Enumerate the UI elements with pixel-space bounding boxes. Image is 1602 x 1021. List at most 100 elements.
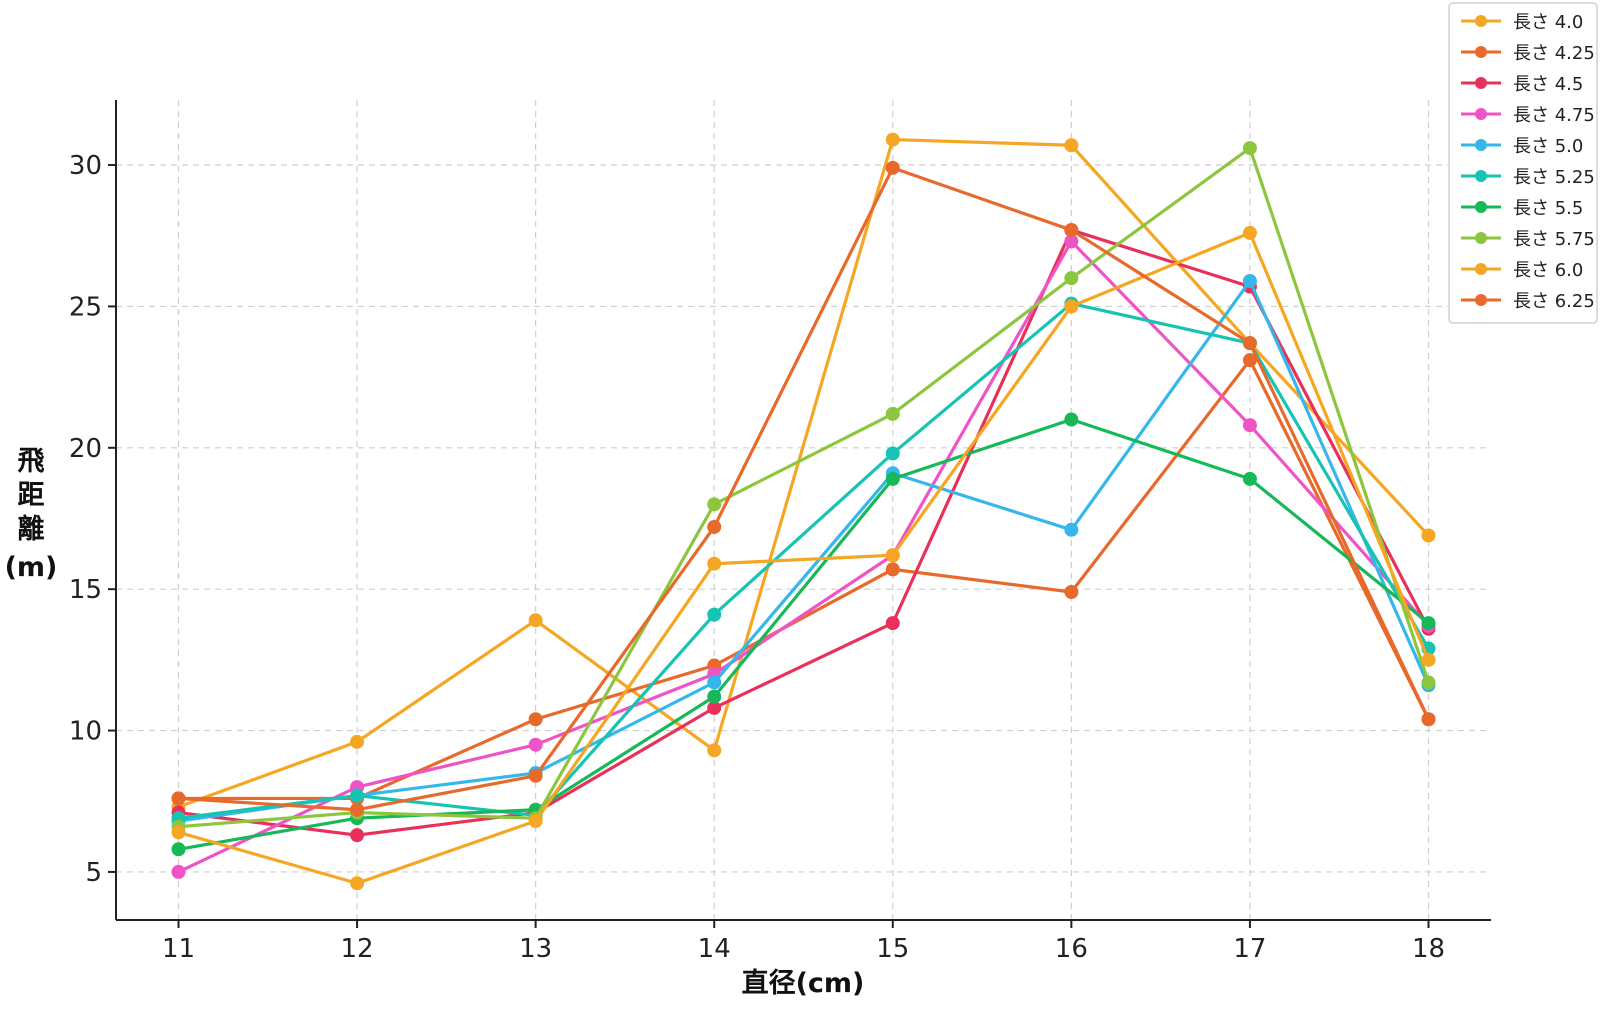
series-line [178, 228, 1430, 837]
series-10 [171, 160, 1436, 817]
y-tick-label: 20 [69, 434, 102, 464]
data-point [1064, 271, 1079, 286]
series-group [171, 132, 1436, 891]
data-point [707, 743, 722, 758]
x-axis-label: 直径(cm) [742, 968, 865, 999]
legend-item: 長さ 4.5 [1461, 74, 1583, 95]
data-point [885, 160, 900, 175]
legend-label: 長さ 5.25 [1513, 167, 1595, 188]
series-line [177, 239, 1430, 874]
data-point [1242, 141, 1257, 156]
legend-swatch-marker [1475, 108, 1487, 120]
data-point [528, 712, 543, 727]
legend-label: 長さ 4.5 [1513, 74, 1583, 95]
legend-item: 長さ 5.5 [1461, 198, 1583, 219]
data-point [885, 548, 900, 563]
data-point [528, 737, 543, 752]
data-point [1064, 138, 1079, 153]
data-point [1242, 273, 1257, 288]
legend-item: 長さ 4.75 [1461, 105, 1595, 126]
data-point [1064, 299, 1079, 314]
data-point [171, 842, 186, 857]
data-point [1064, 585, 1079, 599]
series-line [178, 231, 1430, 885]
legend-swatch-marker [1475, 170, 1487, 182]
y-tick-label: 30 [69, 151, 102, 181]
legend-label: 長さ 6.25 [1513, 291, 1595, 312]
data-point [171, 791, 186, 806]
data-point [1064, 234, 1079, 249]
series-line [178, 279, 1430, 823]
y-tick-label: 10 [69, 717, 102, 747]
data-point [707, 607, 722, 622]
x-ticks: 11 12 13 14 15 16 17 18 [162, 920, 1445, 964]
data-point [1242, 418, 1257, 433]
data-point [1242, 471, 1257, 486]
series-line [178, 166, 1430, 812]
data-point [885, 132, 900, 147]
legend-label: 長さ 4.0 [1513, 12, 1583, 33]
legend-swatch-marker [1475, 201, 1487, 213]
legend-item: 長さ 4.0 [1461, 12, 1583, 33]
data-point [707, 519, 722, 534]
series-4 [171, 234, 1436, 879]
data-point [350, 802, 365, 817]
data-point [1421, 675, 1436, 690]
legend-item: 長さ 5.25 [1461, 167, 1595, 188]
x-tick-label: 16 [1055, 934, 1088, 964]
legend-item: 長さ 6.25 [1461, 291, 1595, 312]
legend-item: 長さ 6.0 [1461, 260, 1583, 281]
x-tick-label: 11 [162, 934, 195, 964]
data-point [885, 562, 900, 577]
data-point [1064, 412, 1079, 427]
data-point [171, 825, 186, 840]
data-point [1242, 353, 1257, 368]
legend-swatch-marker [1475, 294, 1487, 306]
legend: 長さ 4.0 長さ 4.25 長さ 4.5 長さ 4.75 長さ 5.0 長さ 5.25 長… [1448, 2, 1598, 324]
data-point [528, 814, 543, 829]
data-point [350, 734, 365, 749]
legend-swatch-marker [1475, 263, 1487, 275]
data-point [350, 788, 365, 803]
series-line [177, 137, 1430, 809]
y-tick-label: 25 [69, 292, 102, 322]
x-tick-label: 18 [1412, 934, 1445, 964]
y-ticks: 5 10 15 20 25 30 [69, 151, 116, 888]
legend-label: 長さ 6.0 [1513, 260, 1583, 281]
series-9 [171, 225, 1436, 891]
x-tick-label: 17 [1233, 934, 1266, 964]
data-point [1421, 528, 1436, 543]
x-tick-label: 15 [876, 934, 909, 964]
data-point [528, 613, 543, 628]
data-point [171, 864, 186, 879]
legend-item: 長さ 5.0 [1461, 136, 1583, 157]
legend-item: 長さ 4.25 [1461, 43, 1595, 64]
data-point [885, 446, 900, 461]
y-tick-label: 15 [69, 575, 102, 605]
data-point [707, 497, 722, 512]
y-axis-label: 飛距離(m) [5, 446, 58, 583]
legend-label: 長さ 5.75 [1513, 229, 1595, 250]
data-point [707, 700, 722, 715]
legend-swatch-marker [1475, 139, 1487, 151]
legend-swatch-marker [1475, 232, 1487, 244]
legend-label: 長さ 5.0 [1513, 136, 1583, 157]
data-point [1421, 652, 1436, 667]
series-line [178, 146, 1431, 829]
series-line [178, 417, 1430, 851]
data-point [350, 828, 365, 843]
y-tick-label: 5 [85, 858, 102, 888]
legend-swatch-marker [1475, 15, 1487, 27]
legend-swatch-marker [1475, 77, 1487, 89]
data-point [707, 556, 722, 571]
legend-label: 長さ 5.5 [1513, 198, 1583, 219]
legend-label: 長さ 4.75 [1513, 105, 1595, 126]
x-tick-label: 12 [341, 934, 374, 964]
x-tick-label: 13 [519, 934, 552, 964]
series-8 [171, 141, 1436, 834]
data-point [1064, 223, 1079, 238]
series-line [178, 301, 1430, 820]
data-point [885, 616, 900, 631]
data-point [885, 406, 900, 421]
data-point [528, 768, 543, 783]
